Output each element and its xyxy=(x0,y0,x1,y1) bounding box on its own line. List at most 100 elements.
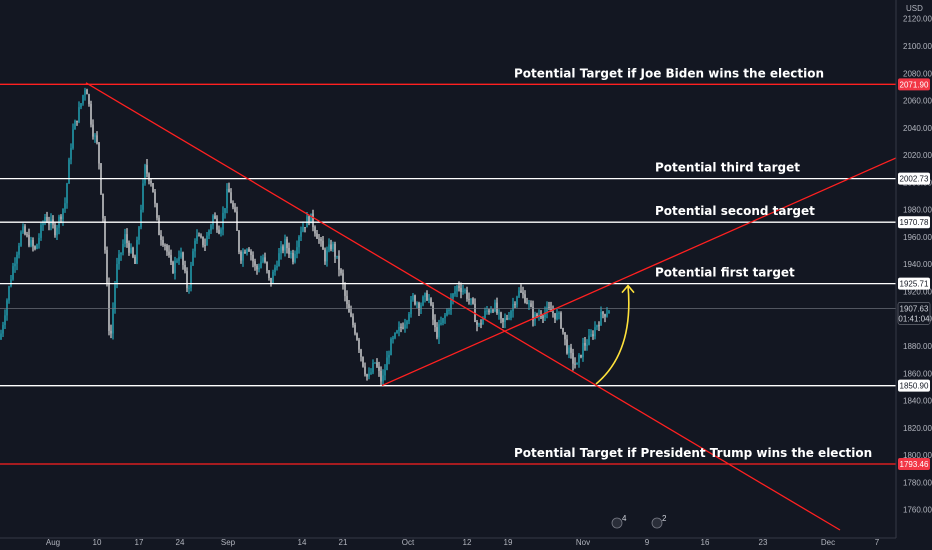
x-tick-label: 10 xyxy=(93,538,102,547)
candle-body xyxy=(176,260,178,262)
candle-body xyxy=(2,324,4,334)
candle-body xyxy=(90,103,92,125)
candle-body xyxy=(250,251,252,255)
candle xyxy=(360,348,362,362)
candle-body xyxy=(294,254,296,262)
x-tick-label: 7 xyxy=(875,538,880,547)
event-marker[interactable]: 2 xyxy=(651,514,667,529)
candle xyxy=(292,249,294,265)
candle-body xyxy=(344,284,346,296)
candle-body xyxy=(124,234,126,244)
candle xyxy=(486,305,488,315)
candle-body xyxy=(54,224,56,236)
candle xyxy=(496,297,498,315)
candle-body xyxy=(552,311,554,314)
candle xyxy=(512,297,514,318)
level-annotation: Potential third target xyxy=(655,161,800,175)
candle-body xyxy=(282,246,284,251)
candle xyxy=(574,357,576,369)
candle-body xyxy=(526,302,528,304)
event-count: 2 xyxy=(662,514,667,523)
candle xyxy=(566,334,568,355)
candle-body xyxy=(416,303,418,305)
candle xyxy=(38,233,40,249)
candle-body xyxy=(74,120,76,130)
candle-body xyxy=(398,326,400,331)
candle-body xyxy=(64,203,66,209)
y-tick-label: 1860.00 xyxy=(903,369,932,378)
candle-body xyxy=(288,248,290,255)
candle xyxy=(332,241,334,252)
candle-body xyxy=(116,264,118,285)
candle xyxy=(250,249,252,261)
event-marker[interactable]: 4 xyxy=(611,514,627,529)
candle-body xyxy=(586,344,588,346)
candle xyxy=(458,281,460,292)
candle-body xyxy=(518,290,520,297)
candle xyxy=(170,249,172,266)
candle xyxy=(66,182,68,209)
candle xyxy=(492,308,494,313)
candle xyxy=(8,285,10,304)
candle xyxy=(46,211,48,223)
candle-body xyxy=(400,326,402,328)
candle xyxy=(10,274,12,288)
candle-body xyxy=(300,231,302,237)
candle-body xyxy=(236,211,238,231)
candle-body xyxy=(508,317,510,319)
candle xyxy=(580,354,582,359)
candle xyxy=(404,318,406,333)
candle-body xyxy=(204,245,206,247)
candle xyxy=(440,316,442,326)
candle xyxy=(178,250,180,265)
candle-body xyxy=(34,246,36,249)
candle xyxy=(180,247,182,259)
y-tick-label: 2060.00 xyxy=(903,97,932,106)
y-tick-label: 1920.00 xyxy=(903,287,932,296)
candle xyxy=(14,257,16,273)
candle xyxy=(118,249,120,270)
candle xyxy=(502,318,504,328)
candle xyxy=(184,260,186,274)
candle xyxy=(588,329,590,346)
candle-body xyxy=(384,370,386,376)
candle-body xyxy=(436,327,438,338)
candle-body xyxy=(310,213,312,224)
candle-body xyxy=(582,343,584,358)
candle xyxy=(268,269,270,281)
candle-body xyxy=(60,216,62,220)
candle xyxy=(558,311,560,320)
candle xyxy=(20,230,22,247)
candle-body xyxy=(372,362,374,373)
candle-body xyxy=(388,355,390,358)
candle xyxy=(230,188,232,204)
candle xyxy=(426,290,428,302)
candle-body xyxy=(36,244,38,249)
candle xyxy=(374,362,376,364)
candle-body xyxy=(418,303,420,310)
candle xyxy=(24,224,26,236)
candle xyxy=(164,243,166,251)
candle-body xyxy=(206,235,208,246)
candle xyxy=(2,321,4,338)
candle-body xyxy=(448,309,450,311)
candle-body xyxy=(370,372,372,374)
candle xyxy=(82,94,84,106)
candle-body xyxy=(84,89,86,96)
candle-body xyxy=(252,254,254,262)
candle-body xyxy=(174,260,176,273)
candle xyxy=(514,301,516,309)
candle xyxy=(586,339,588,351)
candle-body xyxy=(232,202,234,208)
candle-body xyxy=(494,302,496,312)
candle-body xyxy=(336,255,338,257)
candle xyxy=(352,313,354,328)
candle-body xyxy=(590,334,592,336)
candle xyxy=(472,297,474,305)
candle xyxy=(474,298,476,323)
candle-body xyxy=(142,183,144,210)
candle xyxy=(70,143,72,165)
candle xyxy=(594,321,596,340)
